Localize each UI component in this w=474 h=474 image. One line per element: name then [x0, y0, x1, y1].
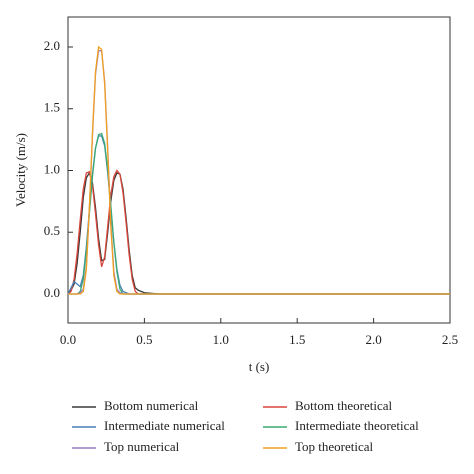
legend-label: Bottom theoretical	[295, 398, 393, 413]
y-tick-label: 0.5	[44, 223, 60, 238]
x-tick-label: 0.0	[60, 332, 76, 347]
x-tick-label: 0.5	[136, 332, 152, 347]
legend-label: Bottom numerical	[104, 398, 199, 413]
legend-label: Intermediate numerical	[104, 418, 225, 433]
y-tick-label: 1.5	[44, 100, 60, 115]
legend-label: Top theoretical	[295, 439, 374, 454]
x-tick-label: 1.5	[289, 332, 305, 347]
y-tick-label: 0.0	[44, 285, 60, 300]
legend-label: Top numerical	[104, 439, 180, 454]
x-tick-label: 1.0	[213, 332, 229, 347]
y-axis-label: Velocity (m/s)	[13, 133, 28, 207]
x-tick-label: 2.5	[442, 332, 458, 347]
series-line	[68, 45, 450, 295]
series-line	[67, 171, 450, 295]
series-line	[67, 169, 450, 295]
plot-frame	[67, 16, 451, 324]
y-tick-label: 2.0	[44, 38, 60, 53]
x-axis-label: t (s)	[249, 359, 270, 374]
y-tick-label: 1.0	[44, 161, 60, 176]
legend-label: Intermediate theoretical	[295, 418, 419, 433]
x-tick-label: 2.0	[365, 332, 381, 347]
series-line	[68, 50, 450, 295]
